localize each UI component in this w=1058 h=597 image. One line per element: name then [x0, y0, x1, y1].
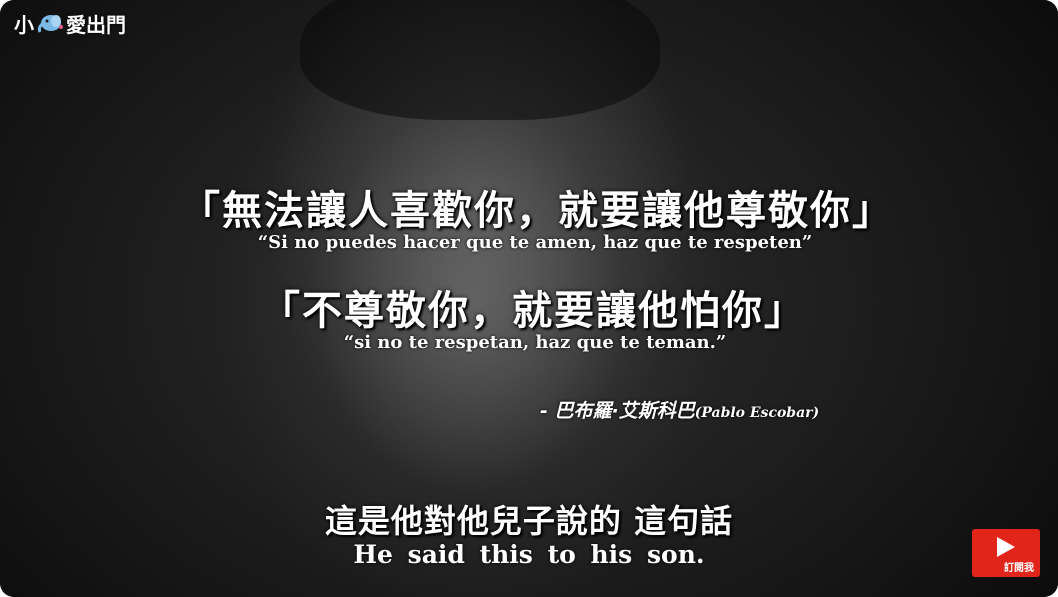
attribution-latin: (Pablo Escobar)	[694, 405, 820, 421]
subscribe-label: 訂閱我	[1004, 562, 1034, 574]
brand-prefix: 小	[14, 12, 34, 37]
elephant-icon	[37, 15, 63, 33]
subtitle-chinese: 這是他對他兒子說的 這句話	[324, 502, 734, 540]
subtitle-english: He said this to his son.	[353, 540, 705, 569]
attribution-chinese: - 巴布羅·艾斯科巴	[540, 400, 695, 422]
attribution: - 巴布羅·艾斯科巴(Pablo Escobar)	[540, 396, 819, 423]
play-icon	[997, 536, 1015, 557]
quote-2-chinese: 「不尊敬你，就要讓他怕你」	[260, 288, 806, 334]
subscribe-button[interactable]: 訂閱我	[972, 529, 1040, 577]
channel-logo: 小 愛出門	[14, 8, 126, 38]
brand-suffix: 愛出門	[66, 12, 126, 37]
quote-2-spanish: “si no te respetan, haz que te teman.”	[343, 332, 727, 353]
portrait-hair	[300, 0, 660, 120]
quote-1-spanish: “Si no puedes hacer que te amen, haz que…	[257, 232, 813, 253]
quote-1-chinese: 「無法讓人喜歡你，就要讓他尊敬你」	[180, 188, 894, 234]
